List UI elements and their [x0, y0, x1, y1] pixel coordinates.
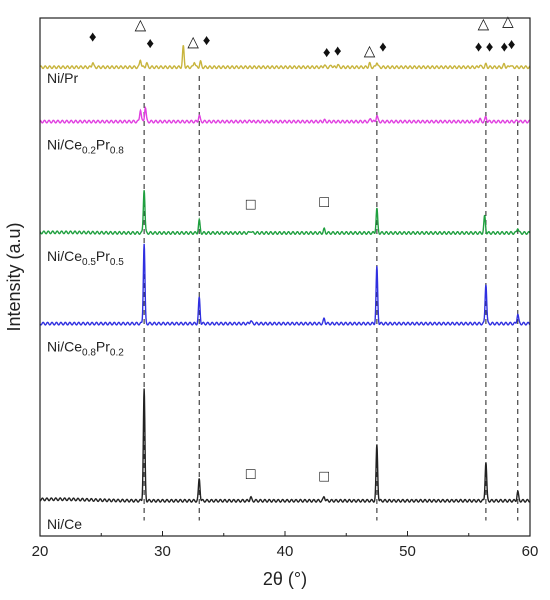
- phase-marker-diamond-8: ♦: [379, 39, 387, 56]
- phase-marker-diamond-11: ♦: [486, 39, 494, 56]
- x-axis-ticks: 20 30 40 50 60: [32, 531, 539, 560]
- series-label-2: Ni/Ce0.5Pr0.5: [47, 248, 124, 268]
- phase-marker-square-15: □: [246, 197, 256, 214]
- series-label-4: Ni/Ce: [47, 516, 82, 532]
- phase-marker-triangle-1: △: [135, 16, 147, 33]
- x-tick-label-2: 40: [277, 543, 294, 560]
- phase-marker-triangle-3: △: [187, 33, 199, 50]
- series-line-2: [39, 190, 531, 236]
- x-axis-label: 2θ (°): [263, 569, 307, 589]
- plot-content: Ni/Pr Ni/Ce0.2Pr0.8 Ni/Ce0.5Pr0.5 Ni/Ce0.8P…: [39, 13, 531, 532]
- series-line-3: [39, 243, 531, 326]
- phase-marker-diamond-14: ♦: [508, 36, 516, 53]
- phase-marker-square-17: □: [246, 466, 256, 483]
- series-line-1: [39, 105, 531, 124]
- phase-marker-diamond-0: ♦: [89, 28, 97, 45]
- phase-marker-diamond-4: ♦: [203, 32, 211, 49]
- phase-marker-square-18: □: [319, 469, 329, 486]
- phase-marker-diamond-13: ♦: [500, 39, 508, 56]
- phase-marker-triangle-7: △: [364, 42, 376, 59]
- phase-marker-triangle-9: △: [478, 15, 490, 32]
- phase-marker-diamond-2: ♦: [146, 35, 154, 52]
- plot-frame: [39, 17, 531, 537]
- phase-marker-diamond-5: ♦: [323, 44, 331, 61]
- phase-marker-diamond-10: ♦: [475, 39, 483, 56]
- series-label-3: Ni/Ce0.8Pr0.2: [47, 339, 124, 359]
- phase-marker-diamond-6: ♦: [334, 42, 342, 59]
- series-label-0: Ni/Pr: [47, 70, 78, 86]
- y-axis-label: Intensity (a.u): [4, 222, 24, 331]
- x-tick-label-1: 30: [154, 543, 171, 560]
- phase-marker-square-16: □: [319, 194, 329, 211]
- x-tick-label-0: 20: [32, 543, 49, 560]
- series-label-1: Ni/Ce0.2Pr0.8: [47, 137, 124, 157]
- x-tick-label-4: 60: [522, 543, 539, 560]
- x-tick-label-3: 50: [399, 543, 416, 560]
- series-line-0: [39, 45, 531, 70]
- series-line-4: [39, 388, 531, 503]
- phase-marker-triangle-12: △: [502, 13, 514, 30]
